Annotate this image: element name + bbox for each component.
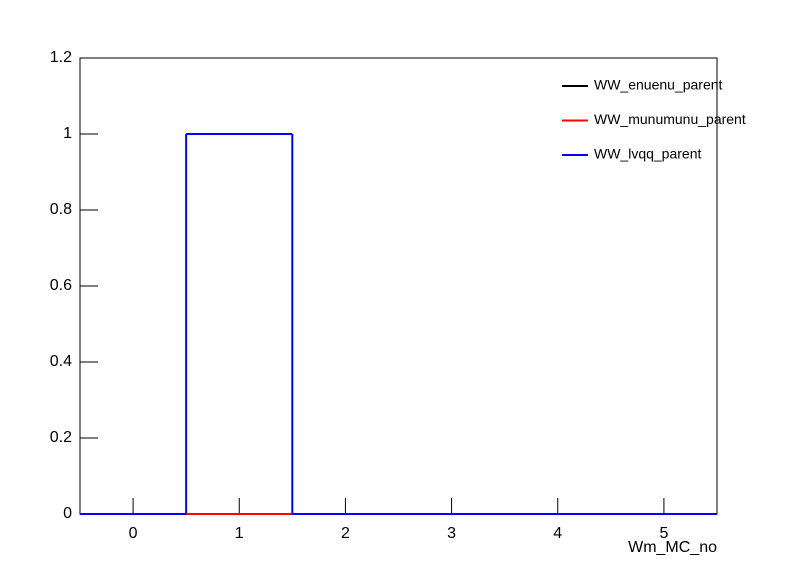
x-tick-label: 3: [447, 525, 456, 542]
y-tick-label: 0.4: [50, 353, 72, 370]
x-tick-label: 4: [553, 525, 562, 542]
y-tick-label: 0.6: [50, 277, 72, 294]
y-tick-label: 0.2: [50, 429, 72, 446]
x-tick-label: 5: [659, 525, 668, 542]
x-tick-label: 2: [341, 525, 350, 542]
y-tick-label: 0: [63, 505, 72, 522]
y-tick-label: 1: [63, 125, 72, 142]
x-tick-label: 1: [235, 525, 244, 542]
x-tick-label: 0: [129, 525, 138, 542]
legend-label: WW_lvqq_parent: [594, 146, 701, 162]
x-axis-label: Wm_MC_no: [628, 539, 717, 556]
y-tick-label: 1.2: [50, 49, 72, 66]
legend-label: WW_munumunu_parent: [594, 111, 746, 127]
legend-label: WW_enuenu_parent: [594, 77, 723, 93]
y-tick-label: 0.8: [50, 201, 72, 218]
